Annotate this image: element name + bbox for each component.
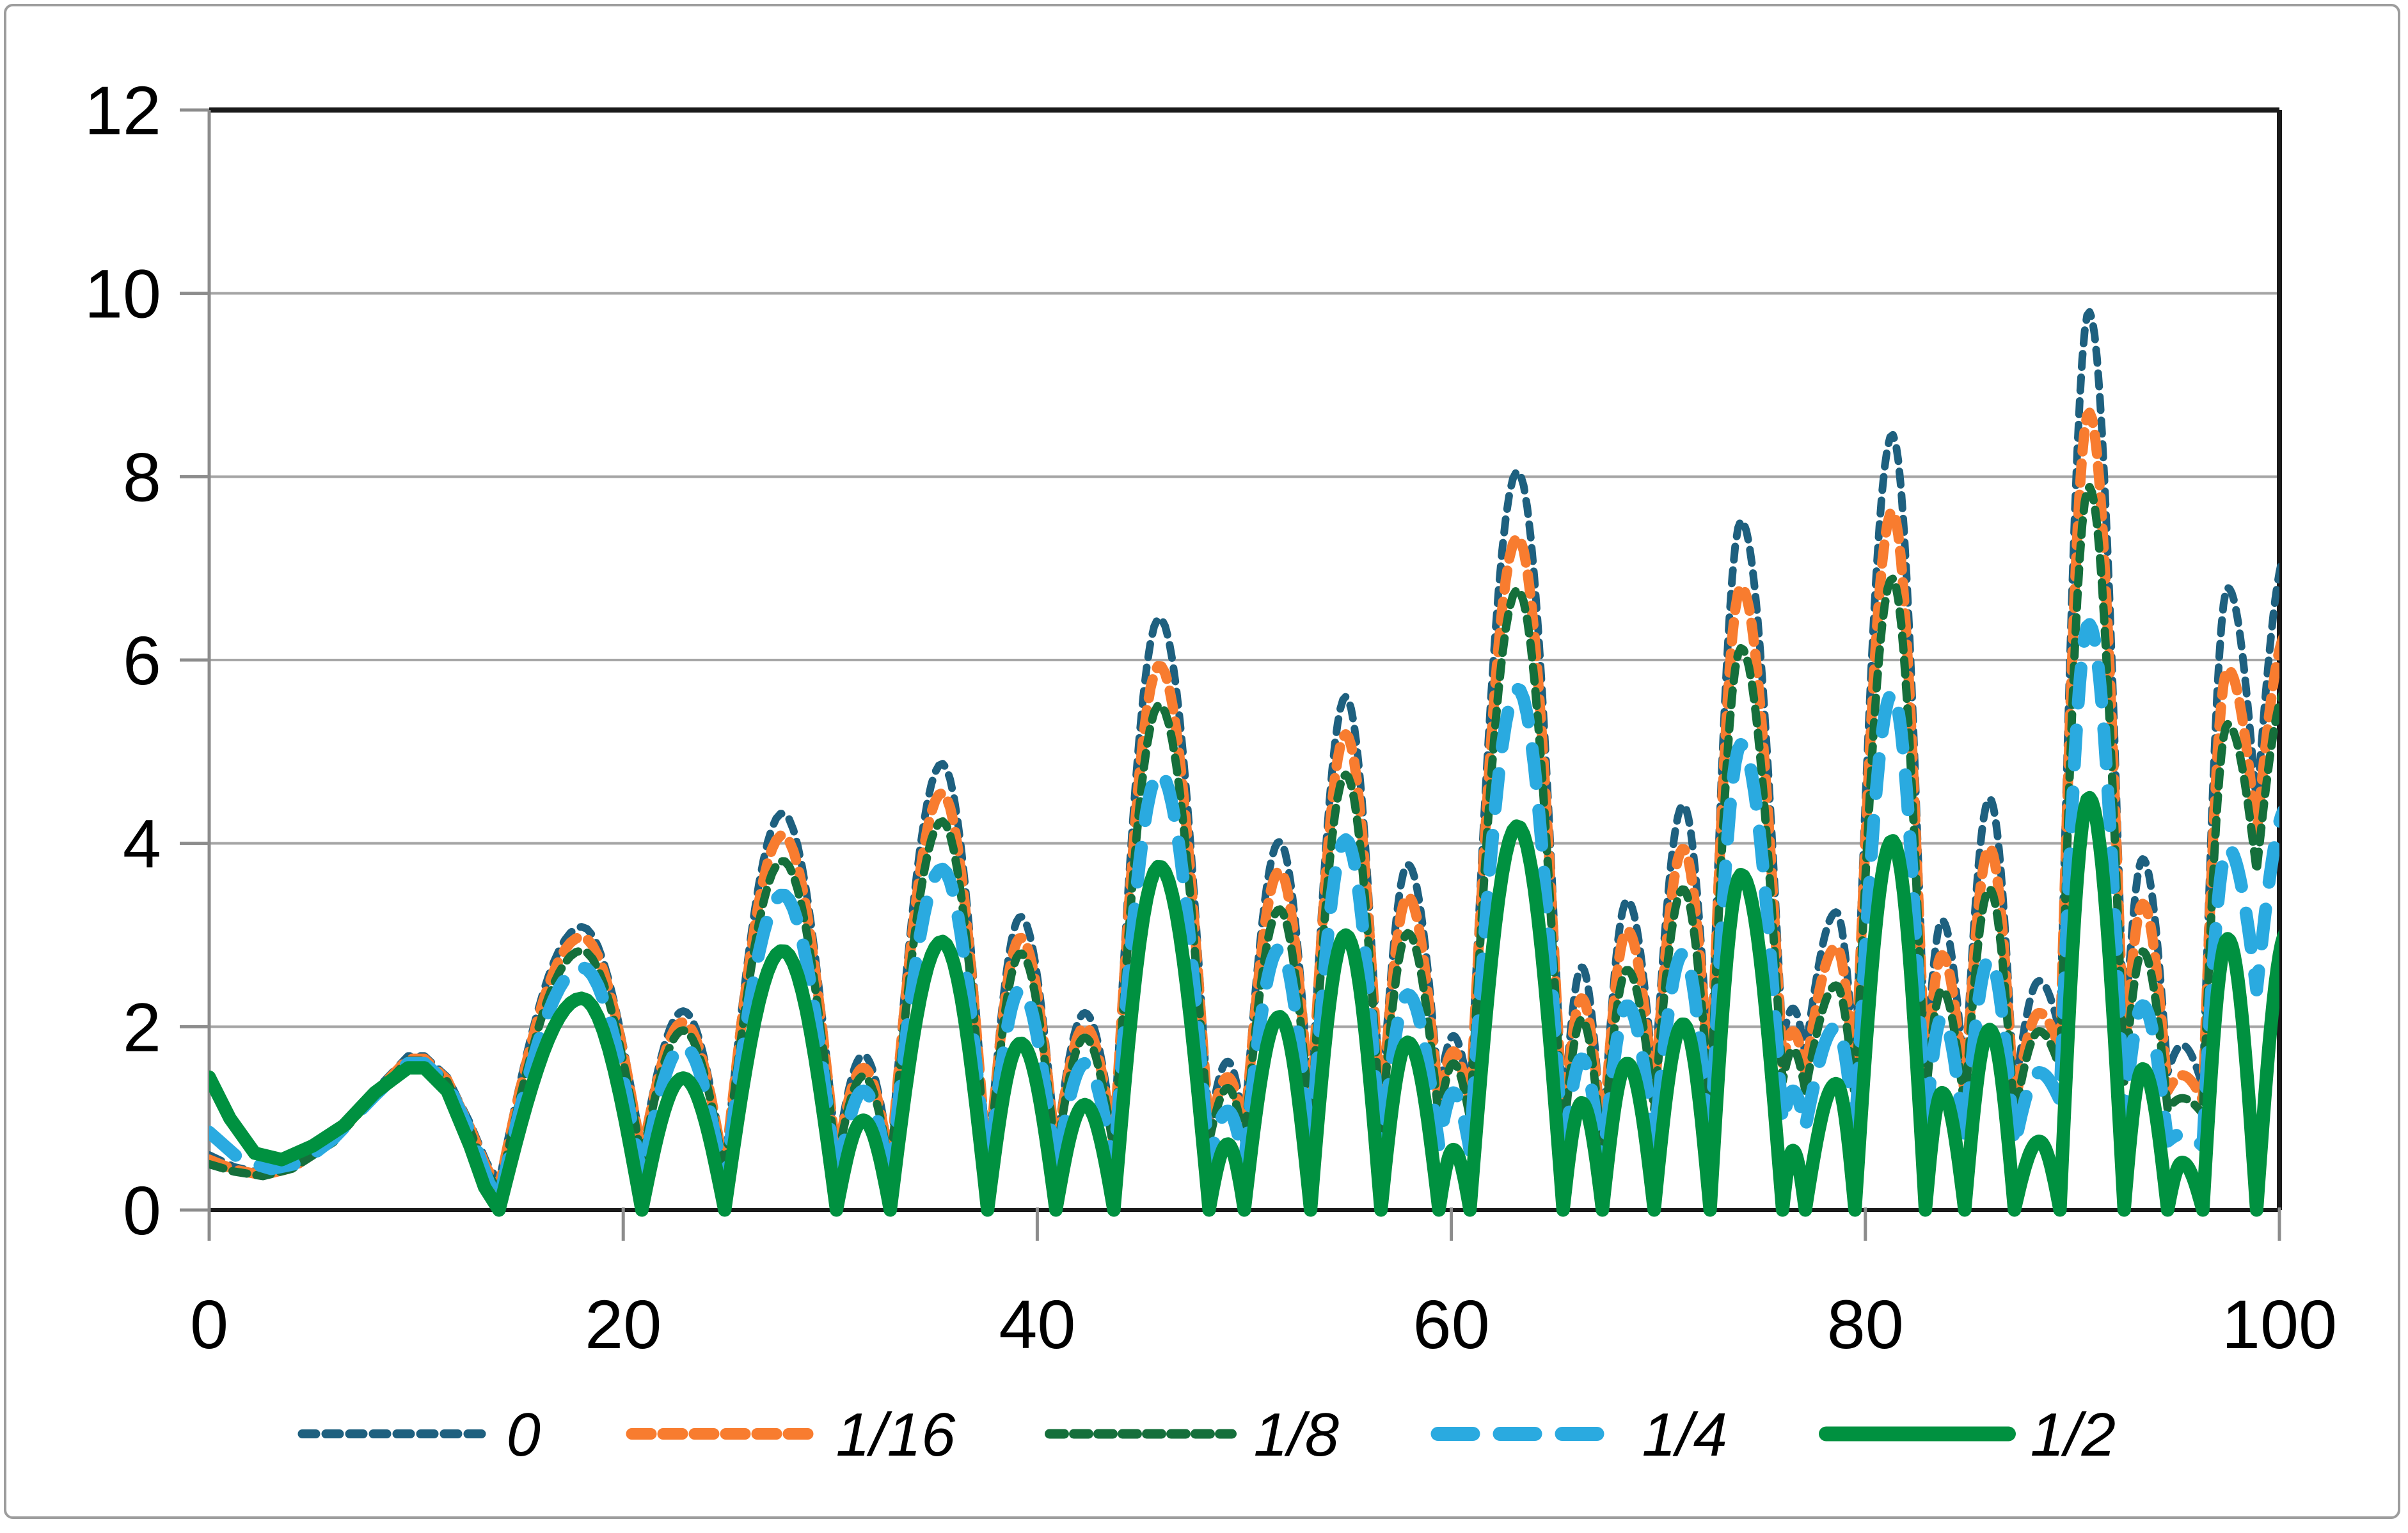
- x-axis-label-100: 100: [2222, 1285, 2337, 1363]
- y-axis-label-12: 12: [84, 72, 161, 149]
- y-axis-label-8: 8: [123, 438, 161, 515]
- series-line-0: [209, 308, 2279, 1186]
- legend-label-1-2: 1/2: [2031, 1401, 2116, 1469]
- y-axis-label-2: 2: [123, 988, 161, 1065]
- series-line-1-2: [209, 790, 2279, 1217]
- series-line-1-8: [209, 483, 2279, 1196]
- y-axis-label-6: 6: [123, 622, 161, 699]
- x-axis-label-80: 80: [1827, 1285, 1904, 1363]
- y-axis-label-10: 10: [84, 255, 161, 333]
- line-chart: 0 2 4 6 8 10 12 0 20 40 60 80 100 0 1/16 1/8 1/4 1/2: [84, 72, 2337, 1469]
- legend-label-1-4: 1/4: [1642, 1401, 1727, 1469]
- y-axis-label-4: 4: [123, 805, 161, 883]
- x-axis-label-60: 60: [1413, 1285, 1490, 1363]
- x-axis-label-40: 40: [999, 1285, 1075, 1363]
- legend: 0 1/16 1/8 1/4 1/2: [297, 1401, 2116, 1469]
- y-axis-label-0: 0: [123, 1172, 161, 1249]
- x-axis-label-0: 0: [190, 1285, 228, 1363]
- legend-label-1-8: 1/8: [1254, 1401, 1339, 1469]
- legend-label-1-16: 1/16: [836, 1401, 956, 1469]
- chart-frame: 0 2 4 6 8 10 12 0 20 40 60 80 100 0 1/16 1/8 1/4 1/2: [4, 4, 2400, 1519]
- series-group: [209, 308, 2279, 1217]
- legend-label-0: 0: [507, 1401, 541, 1469]
- x-axis-label-20: 20: [585, 1285, 661, 1363]
